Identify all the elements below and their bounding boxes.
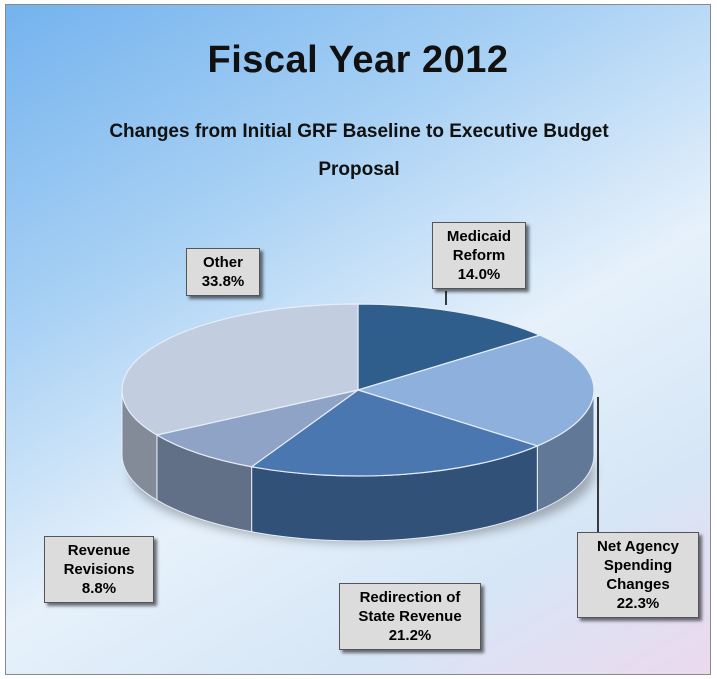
slice-value: 33.8%: [201, 273, 245, 290]
chart-frame: Fiscal Year 2012 Changes from Initial GR…: [5, 4, 711, 675]
pie-slice-net-agency-spending-changes: [355, 334, 595, 447]
pie-slice-other: [121, 303, 359, 436]
pie-slice-redirection-of-state-revenue: [250, 389, 540, 477]
label-net-agency-spending: Net Agency Spending Changes 22.3%: [577, 532, 699, 618]
slice-label: Redirection of State Revenue: [358, 589, 462, 625]
slice-label: Revenue Revisions: [63, 542, 135, 578]
label-medicaid-reform: Medicaid Reform 14.0%: [432, 222, 526, 289]
label-redirection-state-revenue: Redirection of State Revenue 21.2%: [339, 583, 481, 650]
chart-subtitle: Changes from Initial GRF Baseline to Exe…: [109, 121, 609, 180]
pie-slice-medicaid-reform: [357, 303, 542, 391]
label-other: Other 33.8%: [186, 248, 260, 296]
label-revenue-revisions: Revenue Revisions 8.8%: [44, 536, 154, 603]
chart-title: Fiscal Year 2012: [207, 39, 509, 81]
slice-value: 8.8%: [81, 580, 117, 597]
slice-value: 22.3%: [616, 595, 660, 612]
slice-value: 14.0%: [457, 266, 501, 283]
slice-value: 21.2%: [388, 627, 432, 644]
pie-slice-revenue-revisions: [155, 389, 359, 468]
slice-label: Medicaid Reform: [446, 228, 512, 264]
pie-chart: [121, 291, 599, 543]
slice-label: Net Agency Spending Changes: [597, 538, 679, 593]
slice-label: Other: [202, 254, 243, 271]
